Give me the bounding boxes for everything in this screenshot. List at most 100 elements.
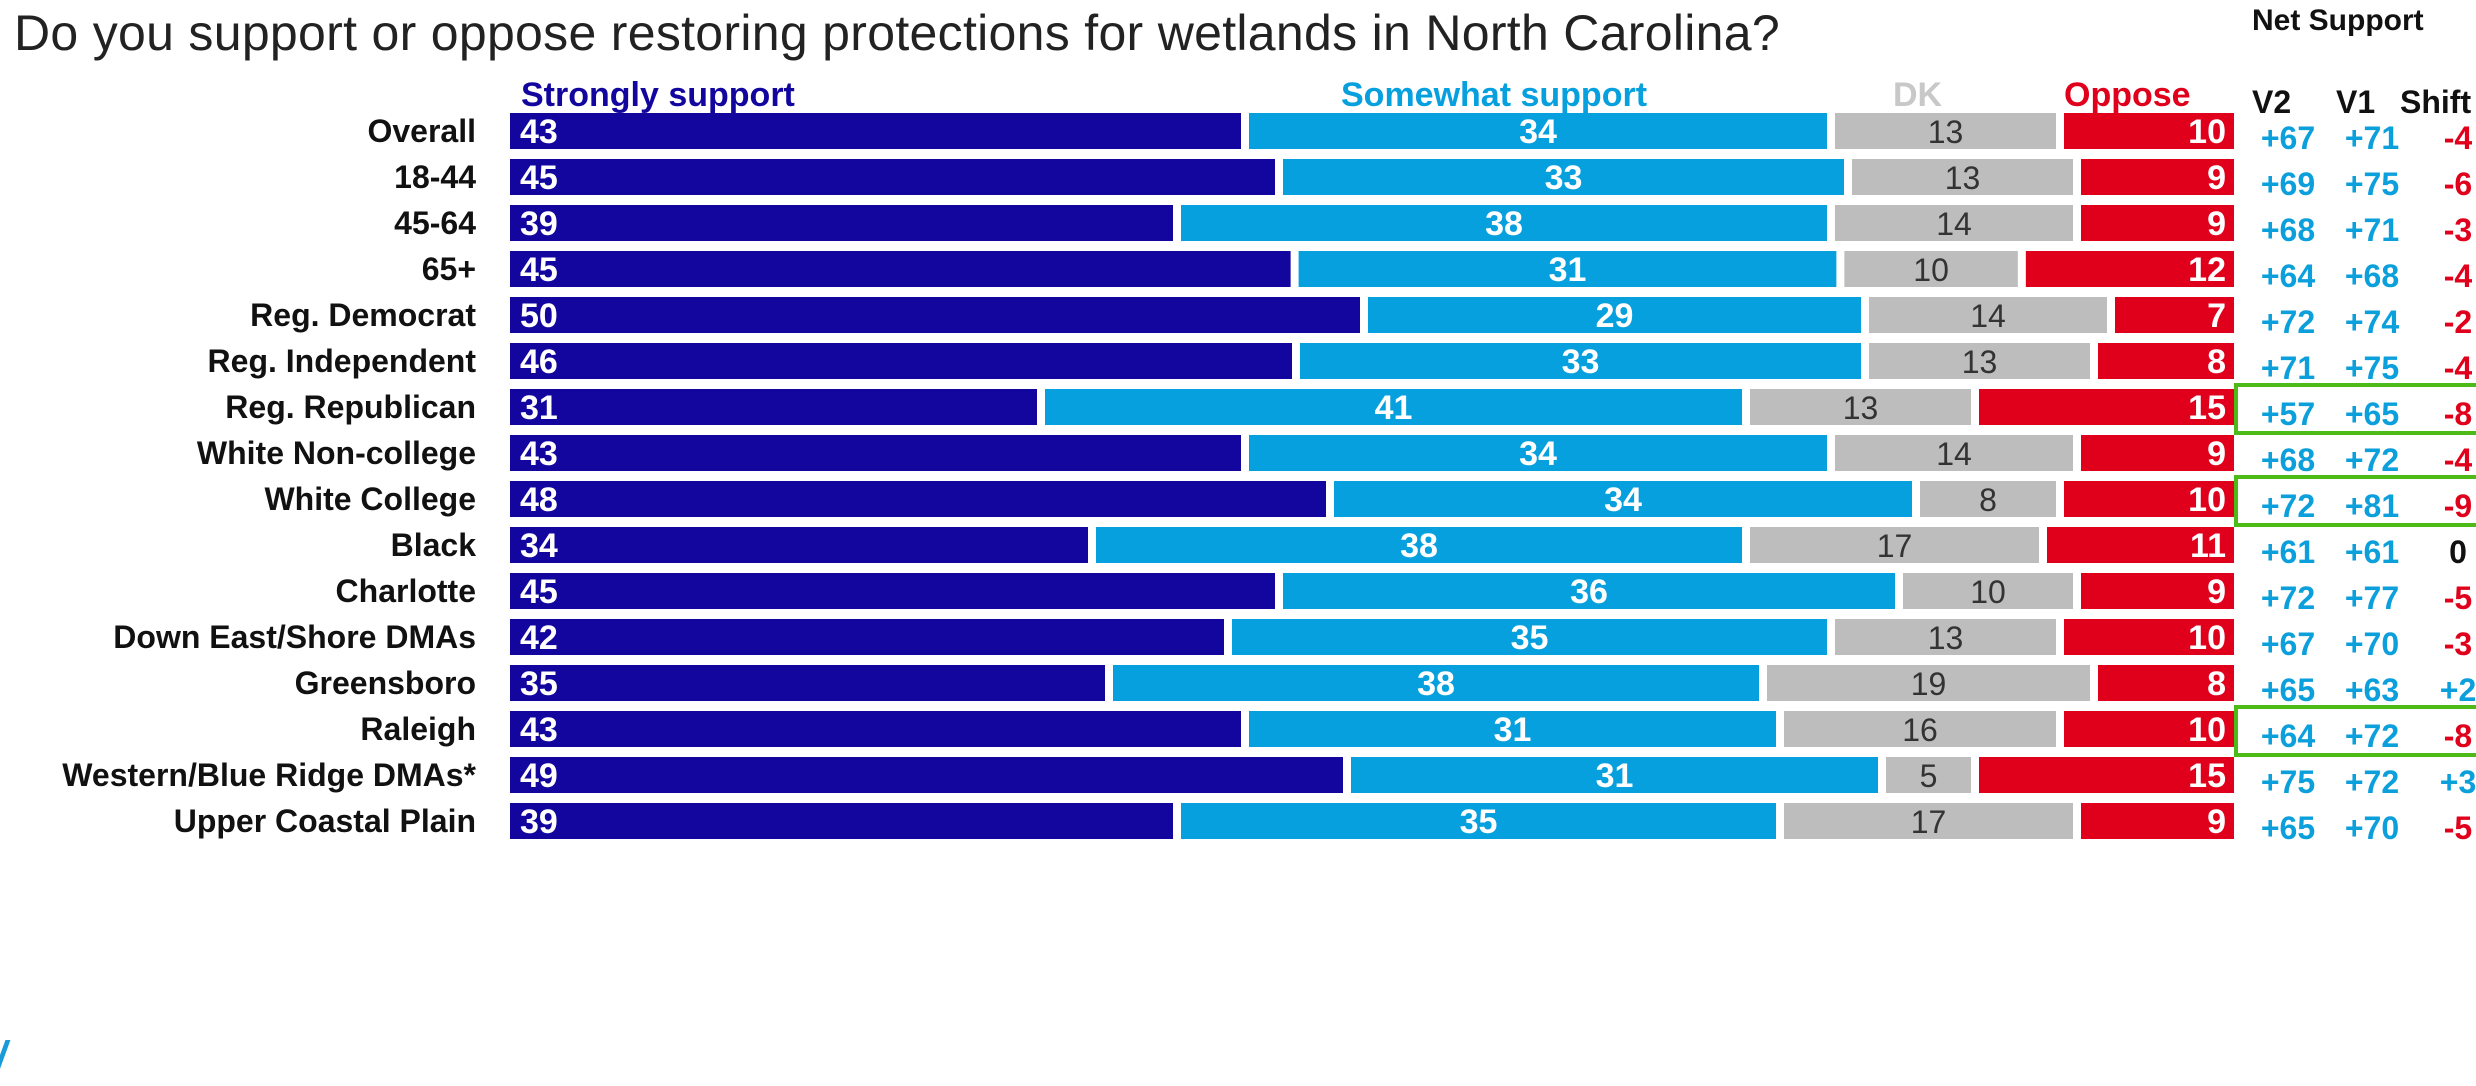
net-v2-value: +72 (2261, 304, 2315, 340)
data-label-somewhat-support: 35 (1511, 619, 1549, 657)
net-v1-value: +65 (2345, 396, 2399, 432)
data-label-oppose: 9 (2207, 205, 2226, 243)
bar-dk (1852, 159, 2073, 195)
net-v2-value: +72 (2261, 580, 2315, 616)
bar-dk (1869, 343, 2090, 379)
net-v1-value: +72 (2345, 442, 2399, 478)
net-shift-value: -3 (2444, 626, 2472, 662)
net-v2-value: +64 (2261, 258, 2315, 294)
net-v1-value: +74 (2345, 304, 2399, 340)
net-v1-value: +61 (2345, 534, 2399, 570)
bar-somewhat-support (1334, 481, 1912, 517)
bar-dk (1869, 297, 2107, 333)
data-label-somewhat-support: 38 (1417, 665, 1455, 703)
data-label-dk: 19 (1911, 666, 1947, 702)
bar-oppose (2064, 711, 2234, 747)
net-v2-value: +69 (2261, 166, 2315, 202)
data-label-strongly-support: 34 (520, 527, 558, 565)
net-v1-value: +72 (2345, 718, 2399, 754)
data-label-strongly-support: 45 (520, 159, 558, 197)
category-label: Black (391, 527, 477, 563)
net-v1-value: +68 (2345, 258, 2399, 294)
data-label-dk: 13 (1945, 160, 1981, 196)
net-v1-value: +72 (2345, 764, 2399, 800)
net-v2-value: +57 (2261, 396, 2315, 432)
data-label-oppose: 10 (2188, 619, 2226, 657)
net-v2-value: +68 (2261, 212, 2315, 248)
bar-dk (1750, 527, 2039, 563)
data-label-dk: 14 (1936, 206, 1972, 242)
bar-oppose (2081, 159, 2234, 195)
net-v1-value: +75 (2345, 350, 2399, 386)
bar-oppose (2064, 619, 2234, 655)
data-label-strongly-support: 43 (520, 435, 558, 473)
data-label-dk: 14 (1970, 298, 2006, 334)
bar-oppose (2064, 113, 2234, 149)
bar-dk (1886, 757, 1971, 793)
bar-strongly-support (510, 573, 1275, 609)
bar-oppose (2025, 251, 2234, 287)
net-shift-value: -8 (2444, 396, 2472, 432)
data-label-strongly-support: 45 (520, 573, 558, 611)
data-label-somewhat-support: 38 (1400, 527, 1438, 565)
category-label: White College (264, 481, 476, 517)
data-label-strongly-support: 42 (520, 619, 558, 657)
data-label-oppose: 8 (2207, 343, 2226, 381)
header-oppose: Oppose (2064, 76, 2191, 114)
category-label: 65+ (422, 251, 476, 287)
bar-strongly-support (510, 113, 1241, 149)
data-label-dk: 10 (1970, 574, 2006, 610)
data-label-somewhat-support: 41 (1375, 389, 1413, 427)
data-label-somewhat-support: 38 (1485, 205, 1523, 243)
bar-strongly-support (510, 711, 1241, 747)
category-label: Down East/Shore DMAs (113, 619, 476, 655)
net-shift-value: -6 (2444, 166, 2472, 202)
bar-strongly-support (510, 527, 1088, 563)
net-v1-value: +70 (2345, 626, 2399, 662)
data-label-strongly-support: 43 (520, 711, 558, 749)
data-label-dk: 13 (1843, 390, 1879, 426)
category-label: Reg. Democrat (250, 297, 476, 333)
bar-oppose (2098, 665, 2234, 701)
data-label-oppose: 9 (2207, 803, 2226, 841)
header-shift: Shift (2400, 84, 2472, 120)
bar-oppose (1979, 389, 2234, 425)
net-shift-value: -4 (2444, 442, 2473, 478)
bar-strongly-support (510, 159, 1275, 195)
bar-strongly-support (510, 757, 1343, 793)
bar-strongly-support (510, 205, 1173, 241)
net-shift-value: 0 (2449, 534, 2467, 570)
bar-dk (1767, 665, 2090, 701)
net-support-header: Net Support (2252, 4, 2424, 37)
category-label: Raleigh (360, 711, 476, 747)
category-label: 18-44 (394, 159, 476, 195)
bar-strongly-support (510, 619, 1224, 655)
data-label-oppose: 11 (2190, 527, 2226, 565)
data-label-oppose: 12 (2188, 251, 2226, 289)
data-label-dk: 13 (1928, 620, 1964, 656)
bar-dk (1844, 251, 2018, 287)
category-label: Reg. Independent (208, 343, 477, 379)
net-v1-value: +75 (2345, 166, 2399, 202)
header-strongly-support: Strongly support (521, 76, 795, 114)
category-label: Upper Coastal Plain (174, 803, 476, 839)
data-label-dk: 5 (1920, 758, 1938, 794)
data-label-strongly-support: 50 (520, 297, 558, 335)
bar-dk (1784, 803, 2073, 839)
category-label: Overall (367, 113, 476, 149)
highlight-box (2234, 705, 2476, 757)
bar-strongly-support (510, 297, 1360, 333)
data-label-strongly-support: 45 (520, 251, 558, 289)
net-v1-value: +63 (2345, 672, 2399, 708)
net-shift-value: -5 (2444, 580, 2472, 616)
bar-somewhat-support (1249, 711, 1776, 747)
data-label-strongly-support: 35 (520, 665, 558, 703)
data-label-somewhat-support: 34 (1604, 481, 1642, 519)
data-label-oppose: 8 (2207, 665, 2226, 703)
net-v1-value: +81 (2345, 488, 2399, 524)
bar-strongly-support (510, 435, 1241, 471)
bar-strongly-support (510, 389, 1037, 425)
data-label-somewhat-support: 35 (1460, 803, 1498, 841)
bar-somewhat-support (1249, 435, 1827, 471)
category-label: Greensboro (295, 665, 476, 701)
